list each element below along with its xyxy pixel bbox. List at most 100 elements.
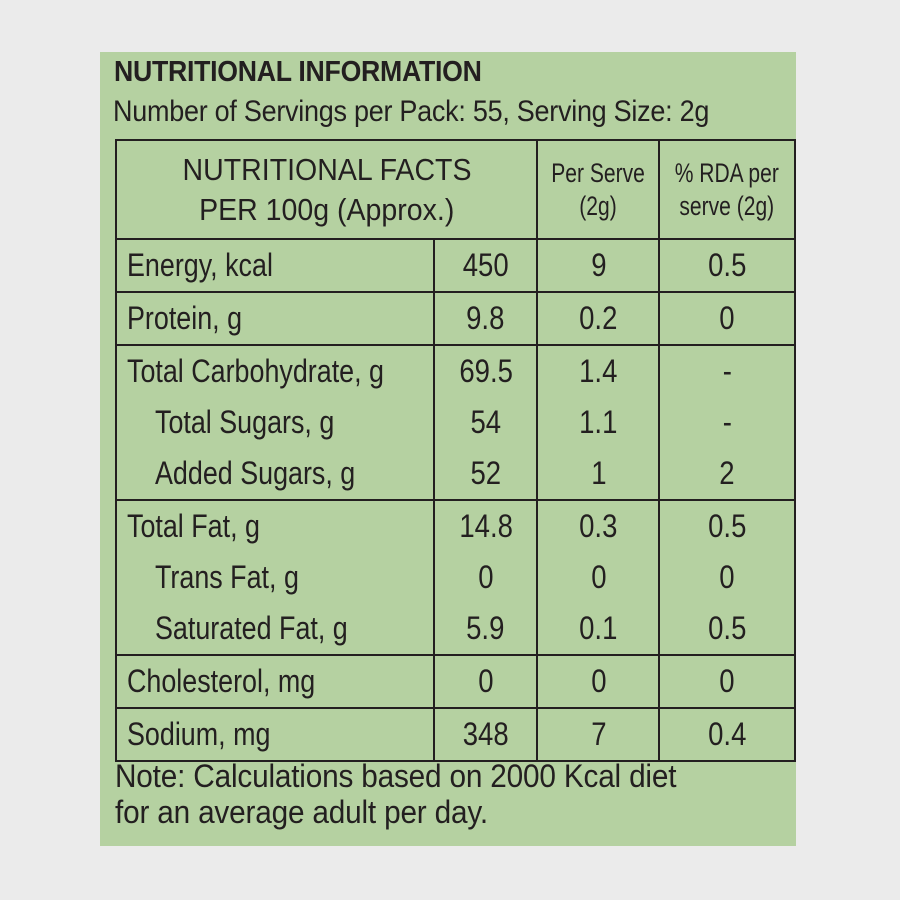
nutrient-value: 0 (661, 657, 793, 706)
per-serve-cell: 0 (536, 654, 661, 709)
nutrient-value: 0 (436, 552, 535, 603)
per-serve-cell: 1.4 1.1 1 (536, 344, 661, 501)
rda-cell: 0.4 (658, 707, 796, 762)
nutrient-value-text: 450 (462, 247, 509, 283)
nutrient-value: - (661, 347, 793, 397)
nutrient-value: 0.5 (661, 603, 793, 653)
nutrient-label-text: Trans Fat, g (155, 559, 299, 595)
per-100g-cell: 0 (432, 654, 539, 709)
nutrient-value: 0.3 (539, 502, 657, 552)
per-serve-cell: 0.2 (536, 291, 661, 346)
nutrient-label-text: Protein, g (127, 300, 243, 336)
nutrient-name-cell: Sodium, mg (115, 707, 435, 762)
per-100g-cell: 348 (432, 707, 539, 762)
table-row-group: Energy, kcal 450 9 0.5 (115, 238, 796, 293)
nutrient-value: 0.5 (661, 502, 793, 552)
nutrient-value-text: 9 (590, 247, 607, 283)
nutrient-value: 2 (661, 448, 793, 498)
nutrient-name-cell: Total Fat, g Trans Fat, g Saturated Fat, g (115, 499, 435, 656)
nutrient-label-text: Total Fat, g (127, 508, 260, 544)
per-100g-cell: 69.5 54 52 (432, 344, 539, 501)
nutrient-name-cell: Energy, kcal (115, 238, 435, 293)
header-per-serve-line1: Per Serve (551, 157, 646, 188)
nutrient-value-text: 52 (470, 455, 501, 491)
header-rda: % RDA per serve (2g) (658, 139, 796, 240)
nutrition-panel: NUTRITIONAL INFORMATION Number of Servin… (100, 52, 796, 846)
nutrient-value: 54 (436, 397, 535, 448)
nutrient-value-text: 0.1 (579, 610, 618, 646)
nutrient-value: 5.9 (436, 603, 535, 653)
nutrient-value: 1.1 (539, 397, 657, 448)
table-row-group: Total Carbohydrate, g Total Sugars, g Adde… (115, 344, 796, 501)
header-main-line2: PER 100g (Approx.) (199, 191, 455, 227)
nutrient-label: Total Fat, g (118, 502, 432, 552)
table-row-group: Protein, g 9.8 0.2 0 (115, 291, 796, 346)
nutrient-value-text: 0 (719, 559, 735, 595)
nutrient-value-text: 14.8 (458, 508, 513, 544)
nutrient-label-text: Total Sugars, g (155, 404, 335, 440)
nutrient-value: - (661, 397, 793, 448)
table-row-group: Sodium, mg 348 7 0.4 (115, 707, 796, 762)
nutrient-value: 348 (436, 710, 535, 759)
header-main-line1: NUTRITIONAL FACTS (182, 151, 472, 187)
nutrient-value-text: 0 (478, 559, 494, 595)
header-nutritional-facts: NUTRITIONAL FACTS PER 100g (Approx.) (114, 139, 539, 240)
nutrient-value-text: - (722, 353, 732, 389)
nutrient-value-text: 5.9 (466, 610, 505, 646)
nutrient-value-text: 2 (719, 455, 735, 491)
nutrient-value-text: 0.5 (708, 247, 747, 283)
nutrient-value-text: 0 (719, 300, 735, 336)
nutrient-value: 0 (661, 552, 793, 603)
panel-title: NUTRITIONAL INFORMATION (114, 56, 482, 88)
nutrient-value-text: 0 (590, 663, 607, 699)
header-rda-line2: serve (2g) (679, 190, 775, 221)
nutrient-value-text: 0.5 (708, 508, 747, 544)
nutrient-value-text: 7 (590, 716, 607, 752)
nutrient-name-cell: Cholesterol, mg (115, 654, 435, 709)
nutrient-value: 1.4 (539, 347, 657, 397)
nutrient-label: Energy, kcal (118, 241, 432, 290)
nutrient-label: Added Sugars, g (118, 448, 432, 498)
per-serve-cell: 0.3 0 0.1 (536, 499, 661, 656)
nutrient-value: 9.8 (436, 294, 535, 343)
nutrient-label: Total Sugars, g (118, 397, 432, 448)
header-rda-line1: % RDA per (675, 157, 780, 188)
header-per-serve: Per Serve (2g) (536, 139, 661, 240)
note-line2: for an average adult per day. (115, 794, 488, 830)
nutrient-value: 0 (539, 552, 657, 603)
per-serve-cell: 9 (536, 238, 661, 293)
nutrient-label: Cholesterol, mg (118, 657, 432, 706)
header-per-serve-line2: (2g) (579, 190, 618, 221)
note-line1: Note: Calculations based on 2000 Kcal di… (115, 758, 677, 794)
nutrient-label-text: Sodium, mg (127, 716, 271, 752)
nutrient-value: 450 (436, 241, 535, 290)
nutrient-value-text: 54 (470, 404, 501, 440)
nutrient-value: 14.8 (436, 502, 535, 552)
nutrient-value-text: 69.5 (458, 353, 513, 389)
footnote: Note: Calculations based on 2000 Kcal di… (115, 758, 676, 830)
nutrient-value: 0.1 (539, 603, 657, 653)
nutrient-label-text: Total Carbohydrate, g (127, 353, 385, 389)
per-100g-cell: 14.8 0 5.9 (432, 499, 539, 656)
nutrient-value-text: 0 (478, 663, 494, 699)
nutrient-value-text: 0 (719, 663, 735, 699)
nutrient-name-cell: Protein, g (115, 291, 435, 346)
rda-cell: 0 (658, 291, 796, 346)
nutrient-value-text: 1.4 (579, 353, 618, 389)
nutrient-value: 0 (539, 657, 657, 706)
nutrient-value-text: 0.2 (579, 300, 618, 336)
per-serve-cell: 7 (536, 707, 661, 762)
per-100g-cell: 9.8 (432, 291, 539, 346)
servings-info: Number of Servings per Pack: 55, Serving… (113, 95, 710, 128)
nutrition-table: NUTRITIONAL FACTS PER 100g (Approx.) Per… (114, 139, 796, 762)
nutrient-value-text: 1 (590, 455, 607, 491)
nutrient-value-text: 0.3 (579, 508, 618, 544)
nutrient-label-text: Cholesterol, mg (127, 663, 316, 699)
table-row-group: Total Fat, g Trans Fat, g Saturated Fat, g… (115, 499, 796, 656)
table-row-group: Cholesterol, mg 0 0 0 (115, 654, 796, 709)
nutrient-value: 0 (436, 657, 535, 706)
nutrient-label-text: Energy, kcal (127, 247, 273, 283)
rda-cell: - - 2 (658, 344, 796, 501)
nutrient-value-text: 0 (590, 559, 607, 595)
nutrient-label: Protein, g (118, 294, 432, 343)
